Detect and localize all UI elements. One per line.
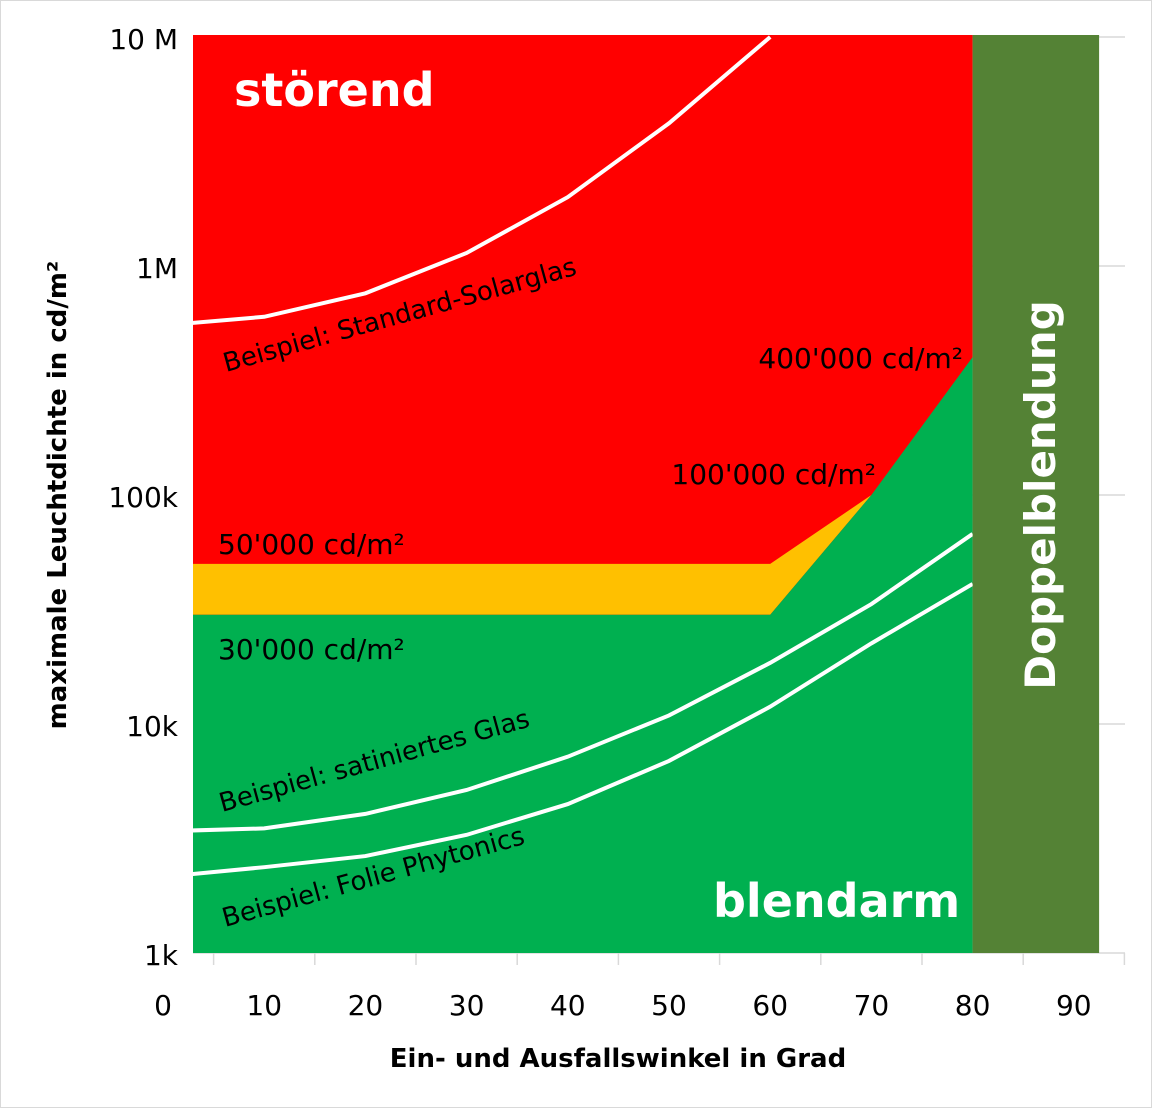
annotation-100k: 100'000 cd/m²: [671, 458, 876, 491]
region-yellow: [193, 495, 872, 615]
x-tick-label: 50: [651, 989, 687, 1022]
annotation-50k: 50'000 cd/m²: [218, 528, 405, 561]
y-tick-label: 1k: [144, 939, 179, 972]
series-line-1: [193, 532, 973, 833]
y-tick-label: 100k: [108, 481, 178, 514]
annotation-400k: 400'000 cd/m²: [758, 342, 963, 375]
x-tick-label: 20: [348, 989, 384, 1022]
x-tick-label: 0: [154, 989, 172, 1022]
x-tick-label: 40: [550, 989, 586, 1022]
series-line-0: [193, 35, 772, 325]
annotation-stoerend: störend: [234, 63, 435, 117]
x-tick-label: 80: [955, 989, 991, 1022]
x-tick-label: 10: [246, 989, 282, 1022]
region-blendarm: [193, 357, 973, 953]
y-axis-title: maximale Leuchtdichte in cd/m²: [43, 261, 73, 730]
x-tick-label: 60: [752, 989, 788, 1022]
series-line-2: [193, 582, 973, 877]
x-tick-label: 90: [1056, 989, 1092, 1022]
region-doppelblendung: [972, 35, 1100, 953]
annotation-blendarm: blendarm: [713, 874, 960, 928]
x-axis-title: Ein- und Ausfallswinkel in Grad: [390, 1044, 846, 1074]
x-tick-label: 30: [449, 989, 485, 1022]
annotation-30k: 30'000 cd/m²: [218, 633, 405, 666]
annotation-doppelblendung: Doppelblendung: [1016, 300, 1065, 690]
y-tick-label: 1M: [136, 252, 178, 285]
y-tick-label: 10 M: [109, 23, 178, 56]
x-tick-label: 70: [854, 989, 890, 1022]
y-tick-label: 10k: [126, 710, 179, 743]
